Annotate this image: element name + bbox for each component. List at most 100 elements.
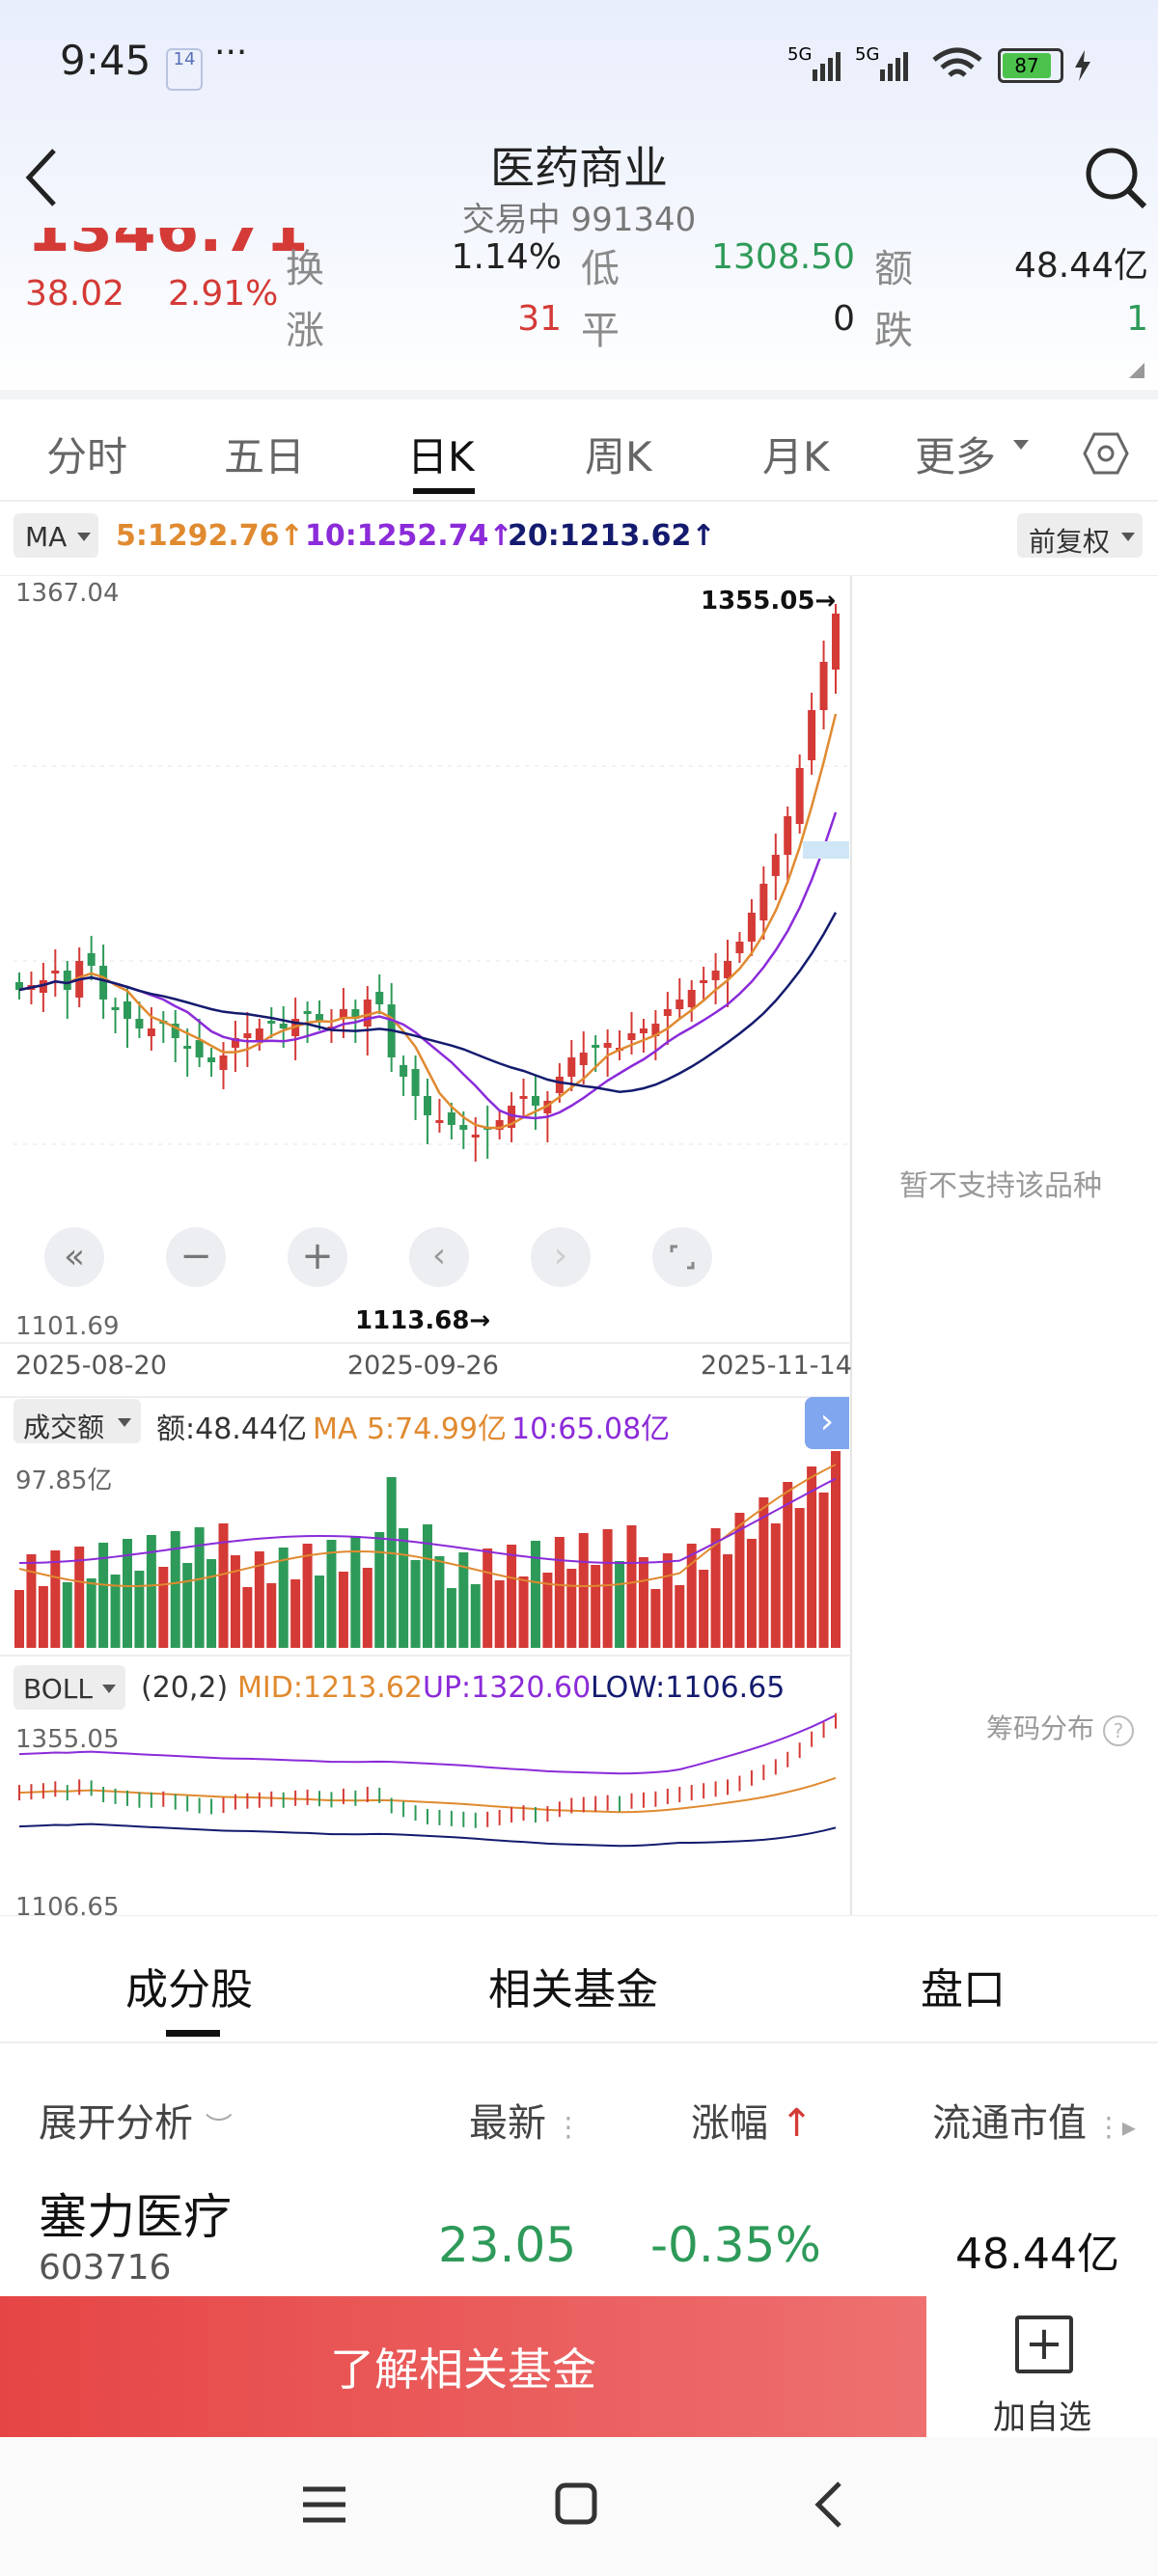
candle-body (111, 1007, 120, 1010)
ma-selector-label: MA (25, 521, 68, 553)
volume-ma5-line (18, 1464, 837, 1587)
volume-bar (399, 1528, 409, 1648)
ma5-value: 5:1292.76↑ (116, 519, 304, 553)
volume-selector-label: 成交额 (23, 1411, 105, 1443)
volume-bar (446, 1588, 456, 1648)
menu-icon[interactable] (301, 2483, 347, 2530)
candle-body (400, 1065, 408, 1077)
turnover-label: 换 (286, 247, 324, 291)
ma-selector[interactable]: MA (14, 513, 98, 558)
candle-body (784, 816, 792, 855)
up-count-value: 31 (517, 299, 562, 339)
expand-analysis-button[interactable]: 展开分析 ︶ (39, 2101, 233, 2146)
scroll-right-icon[interactable]: › (531, 1227, 591, 1287)
volume-bar (74, 1547, 85, 1648)
scroll-left-fast-icon[interactable]: « (44, 1227, 104, 1287)
high-marker: 1355.05→ (701, 587, 837, 616)
stock-float-cap: 48.44亿 (955, 2230, 1119, 2279)
adjust-label: 前复权 (1029, 526, 1111, 558)
scroll-left-icon[interactable]: ‹ (409, 1227, 469, 1287)
chip-distribution-link[interactable]: 筹码分布 ? (986, 1708, 1134, 1746)
home-icon[interactable] (554, 2481, 598, 2530)
volume-bar (794, 1508, 805, 1648)
volume-selector[interactable]: 成交额 (14, 1399, 141, 1443)
volume-bar (98, 1543, 109, 1648)
boll-selector[interactable]: BOLL (14, 1665, 125, 1710)
volume-bar (14, 1590, 24, 1648)
candle-body (819, 662, 828, 710)
boll-up-line (18, 1713, 837, 1775)
chevron-down-icon (1121, 533, 1135, 541)
battery-level: 87 (1003, 53, 1051, 78)
volume-bar (518, 1576, 529, 1648)
stock-latest: 23.05 (438, 2217, 577, 2273)
flat-count-label: 平 (581, 309, 620, 353)
back-button[interactable] (17, 143, 66, 214)
eye-closed-icon: ︶ (205, 2111, 233, 2143)
candle-body (663, 1009, 672, 1016)
ma20-value: 20:1213.62↑ (508, 519, 716, 553)
tab-weekly-k[interactable]: 周K (585, 433, 652, 480)
tab-order-book[interactable]: 盘口 (921, 1965, 1006, 2014)
candle-body (700, 980, 708, 983)
candle-body (123, 1001, 131, 1019)
candle-body (63, 971, 71, 990)
kchart-y-bottom: 1101.69 (15, 1312, 120, 1341)
volume-bar (410, 1560, 421, 1648)
tab-daily-k[interactable]: 日K (407, 433, 475, 480)
notification-badge: 14 (166, 48, 203, 91)
candle-body (15, 982, 23, 990)
tab-constituents[interactable]: 成分股 (125, 1965, 253, 2014)
boll-selector-label: BOLL (23, 1673, 93, 1705)
col-float-cap[interactable]: 流通市值 ⋮▸ (932, 2101, 1136, 2146)
expand-panel-icon[interactable]: › (805, 1397, 849, 1449)
status-time: 9:45 (60, 37, 152, 84)
volume-bar (290, 1579, 301, 1648)
volume-bar (194, 1527, 205, 1648)
volume-bar (170, 1531, 180, 1648)
candle-body (627, 1033, 636, 1040)
nav-back-icon[interactable] (809, 2480, 847, 2534)
col-change[interactable]: 涨幅 ↑ (691, 2101, 813, 2146)
col-latest[interactable]: 最新 ⋮ (469, 2101, 582, 2146)
tab-monthly-k[interactable]: 月K (762, 433, 830, 480)
candle-body (99, 966, 108, 1000)
help-icon: ? (1102, 1715, 1134, 1746)
tab-more[interactable]: 更多 (915, 433, 997, 480)
add-watchlist-button[interactable]: + 加自选 (926, 2296, 1158, 2437)
volume-bar (218, 1523, 229, 1648)
volume-ma10-line (18, 1477, 837, 1564)
volume-bar (470, 1584, 481, 1648)
volume-bar (386, 1477, 397, 1648)
candle-body (579, 1053, 588, 1065)
chevron-down-icon (118, 1418, 131, 1427)
search-icon[interactable] (1083, 143, 1150, 214)
candle-body (243, 1033, 252, 1038)
volume-bar (566, 1569, 577, 1648)
price-change: 38.02 (25, 274, 125, 314)
candle-body (207, 1057, 216, 1062)
volume-bar (758, 1497, 769, 1648)
zoom-in-icon[interactable]: + (288, 1227, 347, 1287)
boll-low: LOW:1106.65 (591, 1671, 786, 1705)
corner-indicator (1129, 363, 1144, 378)
tab-related-funds[interactable]: 相关基金 (488, 1965, 658, 2014)
zoom-out-icon[interactable]: − (166, 1227, 226, 1287)
kchart-y-top: 1367.04 (15, 579, 120, 608)
volume-bar (770, 1523, 781, 1648)
fullscreen-icon[interactable] (652, 1227, 712, 1287)
candle-body (676, 1000, 684, 1009)
volume-bar (122, 1539, 132, 1648)
settings-hex-icon[interactable] (1083, 430, 1129, 480)
tab-intraday[interactable]: 分时 (46, 433, 128, 480)
charging-icon (1073, 50, 1092, 85)
candle-body (435, 1120, 444, 1123)
volume-bar (182, 1563, 193, 1648)
learn-funds-button[interactable]: 了解相关基金 (0, 2296, 926, 2437)
low-marker: 1113.68→ (355, 1306, 491, 1335)
tab-five-day[interactable]: 五日 (224, 433, 306, 480)
wifi-icon (930, 44, 984, 87)
adjust-selector[interactable]: 前复权 (1017, 513, 1143, 558)
table-row[interactable]: 塞力医疗 603716 23.05 -0.35% 48.44亿 (0, 2169, 1158, 2294)
chevron-down-icon (102, 1685, 116, 1693)
